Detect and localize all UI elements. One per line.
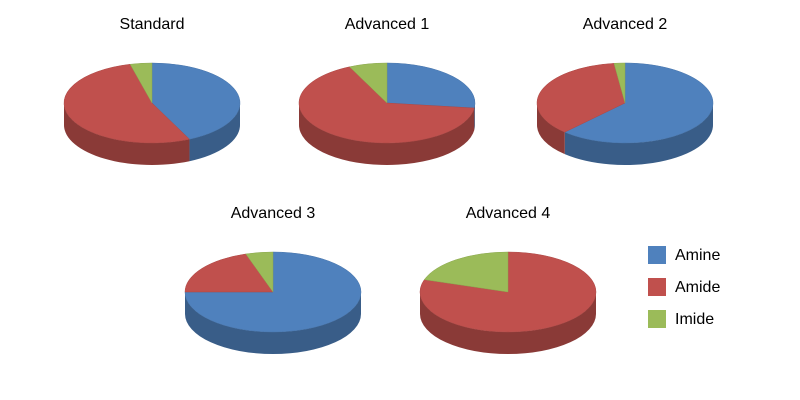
slice — [184, 253, 274, 293]
slice-side — [420, 292, 596, 354]
slice — [386, 62, 476, 109]
slice — [129, 62, 153, 104]
slice — [349, 62, 388, 104]
slice-side — [474, 103, 475, 131]
slice-side — [299, 103, 475, 165]
chart-title: Advanced 3 — [231, 205, 316, 222]
legend-label: Imide — [675, 311, 714, 328]
slice — [151, 62, 241, 140]
slice — [423, 251, 509, 293]
legend-label: Amine — [675, 247, 720, 264]
slice-side — [564, 103, 714, 166]
slice-side — [64, 103, 190, 165]
chart-title: Advanced 4 — [466, 205, 551, 222]
slice — [63, 63, 190, 144]
legend-swatch — [648, 246, 666, 264]
slice — [536, 63, 626, 133]
slice-side — [537, 103, 565, 155]
slice — [298, 66, 475, 144]
slice — [613, 62, 626, 104]
slice-side — [185, 292, 361, 354]
chart-title: Advanced 1 — [345, 16, 430, 33]
legend-swatch — [648, 310, 666, 328]
chart-title: Advanced 2 — [583, 16, 668, 33]
slice-side — [189, 103, 240, 162]
legend-swatch — [648, 278, 666, 296]
slice — [564, 62, 714, 144]
slice — [245, 251, 274, 293]
legend-label: Amide — [675, 279, 720, 296]
chart-title: Standard — [120, 16, 185, 33]
